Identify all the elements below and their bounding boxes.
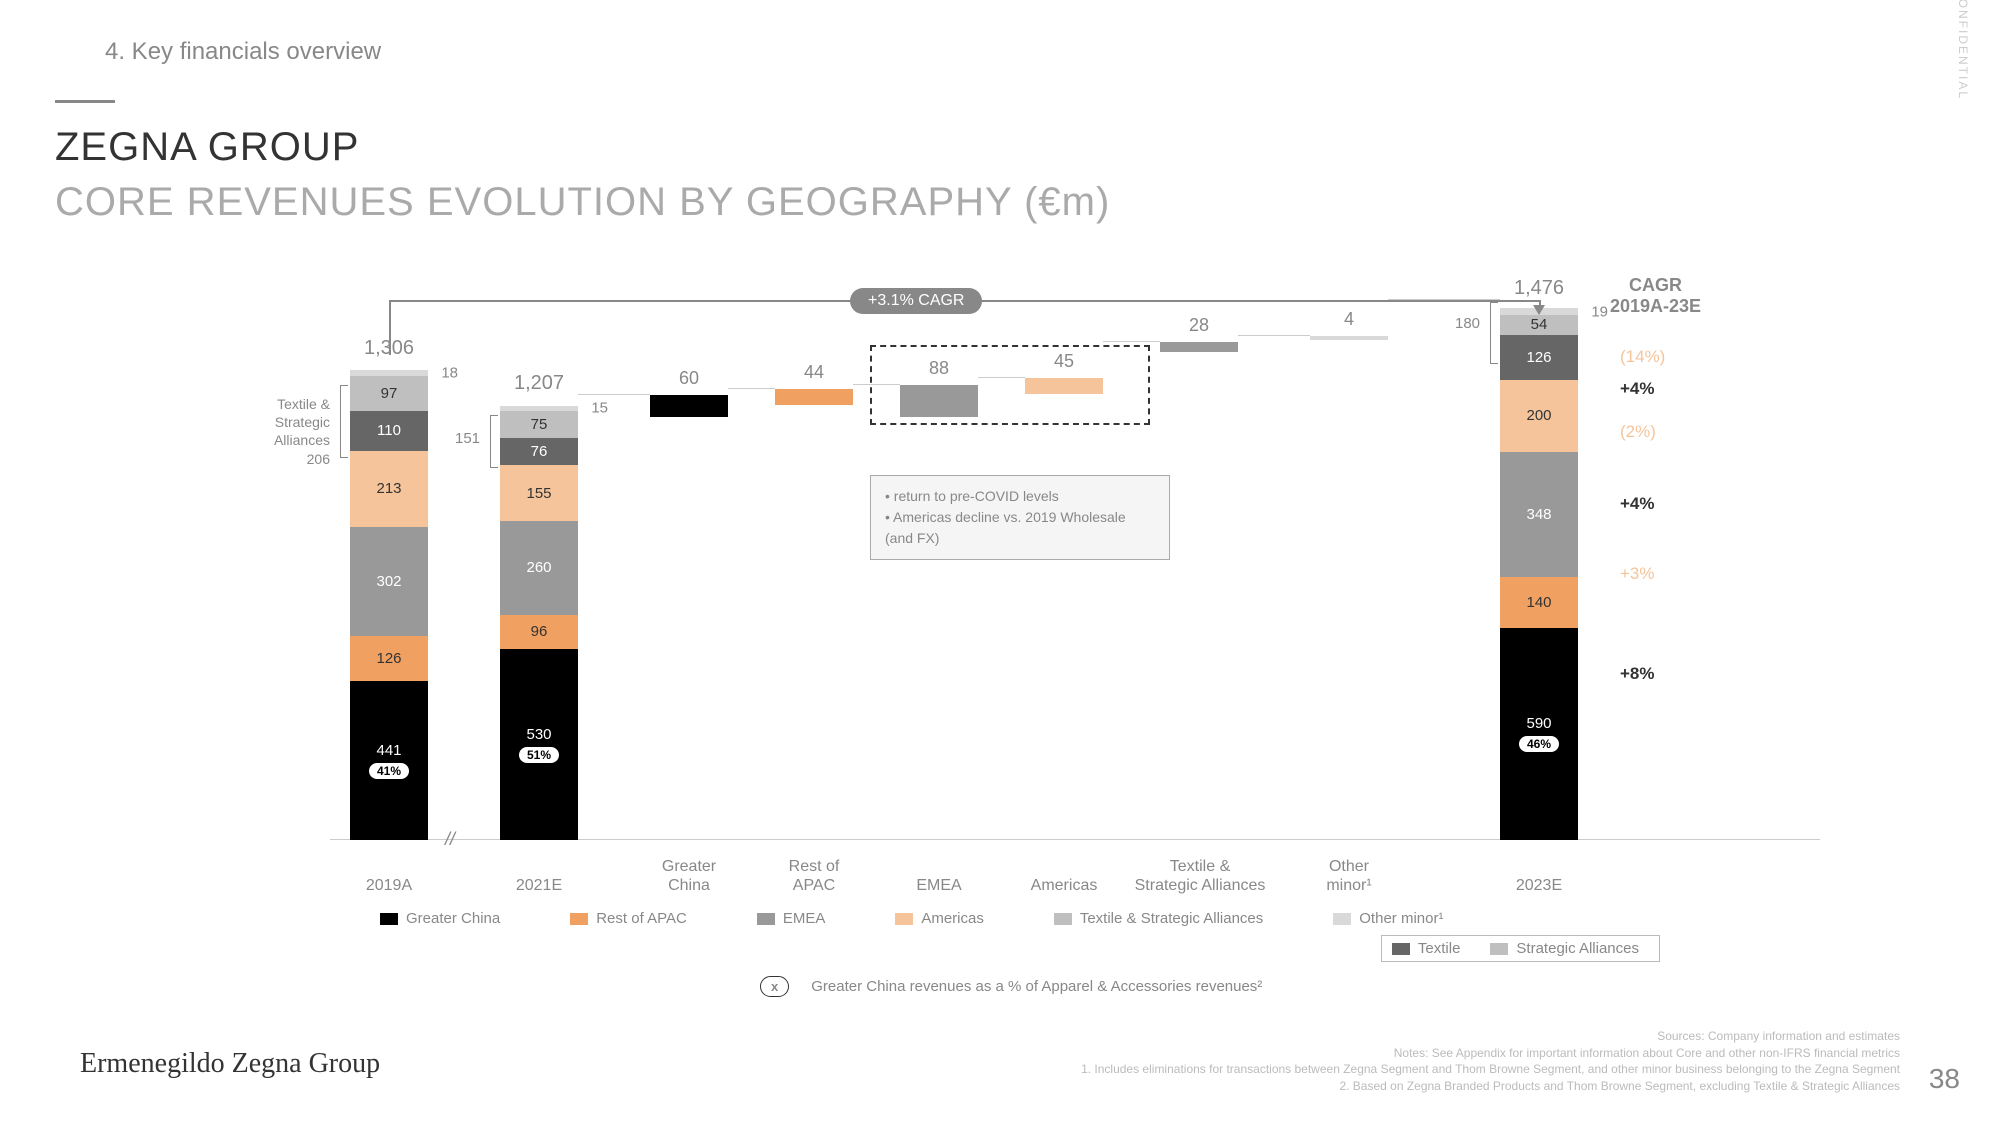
segment-americas: 155: [500, 465, 578, 521]
segment-strategic_alliances: 75: [500, 411, 578, 438]
title-main: ZEGNA GROUP: [55, 125, 359, 170]
bridge-value: 44: [775, 362, 853, 383]
chart-area: 44141%12630221311097181,3062019A53051%96…: [230, 260, 1930, 840]
legend-item: Greater China: [380, 910, 500, 927]
cagr-value: (14%): [1620, 348, 1665, 365]
bridge-value: 60: [650, 368, 728, 389]
bar-total: 1,207: [500, 372, 578, 395]
bridge-value: 28: [1160, 315, 1238, 336]
column-label: Rest of APAC: [775, 857, 853, 895]
cagr-value: +8%: [1620, 665, 1655, 682]
bridge-bar: [650, 395, 728, 417]
cagr-value: +3%: [1620, 565, 1655, 582]
column-label: Textile & Strategic Alliances: [1130, 857, 1270, 895]
bracket-2021: [490, 415, 498, 468]
bracket-2023: [1490, 302, 1498, 364]
footnote-line: 2. Based on Zegna Branded Products and T…: [1081, 1078, 1900, 1095]
callout-box: • return to pre-COVID levels • Americas …: [870, 475, 1170, 560]
column-label: 2021E: [500, 876, 578, 895]
highlight-box: [870, 345, 1150, 425]
pct-badge-example: x: [760, 976, 789, 997]
confidential-label: CONFIDENTIAL: [1956, 0, 1970, 100]
bridge-bar: [1160, 342, 1238, 352]
bar-stack: 44141%1263022131109718: [350, 370, 428, 840]
segment-textile: 76: [500, 438, 578, 465]
segment-greater_china: 44141%: [350, 681, 428, 840]
segment-textile: 110: [350, 411, 428, 451]
logo-text: Ermenegildo Zegna Group: [80, 1048, 380, 1080]
legend-item: Other minor¹: [1333, 910, 1443, 927]
legend-row-2: Textile Strategic Alliances: [380, 935, 1660, 962]
segment-emea: 302: [350, 527, 428, 636]
cagr-pill: +3.1% CAGR: [850, 288, 982, 314]
column-label: EMEA: [900, 876, 978, 895]
segment-textile: 126: [1500, 335, 1578, 380]
column-label: 2023E: [1500, 876, 1578, 895]
legend-item: EMEA: [757, 910, 826, 927]
legend-item: Textile & Strategic Alliances: [1054, 910, 1263, 927]
legend-item: Americas: [895, 910, 984, 927]
legend-item: Strategic Alliances: [1490, 940, 1639, 957]
segment-other_minor: 18: [350, 370, 428, 376]
cagr-header: CAGR 2019A-23E: [1610, 275, 1701, 317]
legend-row-1: Greater China Rest of APAC EMEA Americas Tex…: [380, 910, 1920, 927]
connector: [1103, 341, 1160, 342]
footnote-line: 1. Includes eliminations for transaction…: [1081, 1061, 1900, 1078]
segment-americas: 213: [350, 451, 428, 528]
column-label: 2019A: [350, 876, 428, 895]
segment-greater_china: 53051%: [500, 649, 578, 840]
legend-pct-note-row: x Greater China revenues as a % of Appar…: [760, 976, 1920, 997]
legend: Greater China Rest of APAC EMEA Americas Tex…: [380, 910, 1920, 1005]
axis-break: //: [445, 829, 455, 850]
cagr-value: +4%: [1620, 380, 1655, 397]
bracket-2021-num: 151: [455, 430, 480, 447]
segment-strategic_alliances: 97: [350, 376, 428, 411]
page-number: 38: [1929, 1063, 1960, 1095]
segment-rest_apac: 140: [1500, 577, 1578, 627]
bar-stack: 59046%1403482001265419: [1500, 308, 1578, 840]
arrow-vline-left: [389, 300, 391, 355]
title-sub: CORE REVENUES EVOLUTION BY GEOGRAPHY (€m…: [55, 180, 1110, 225]
segment-rest_apac: 96: [500, 615, 578, 650]
bracket-2019: [340, 385, 348, 458]
segment-other_minor: 15: [500, 406, 578, 411]
bar-total: 1,476: [1500, 277, 1578, 300]
column-label: Americas: [1025, 876, 1103, 895]
legend-item: Textile: [1392, 940, 1461, 957]
segment-greater_china: 59046%: [1500, 628, 1578, 840]
column-label: Other minor¹: [1310, 857, 1388, 895]
callout-line2: • Americas decline vs. 2019 Wholesale (a…: [885, 507, 1155, 549]
bridge-bar: [1310, 336, 1388, 340]
arrow-down-icon: [1533, 305, 1545, 315]
footnote-line: Notes: See Appendix for important inform…: [1081, 1045, 1900, 1062]
segment-americas: 200: [1500, 380, 1578, 452]
connector: [1238, 335, 1310, 336]
divider: [55, 100, 115, 103]
section-header: 4. Key financials overview: [105, 38, 381, 66]
footnotes: Sources: Company information and estimat…: [1081, 1028, 1900, 1095]
bar-stack: 53051%96260155767515: [500, 406, 578, 840]
cagr-value: +4%: [1620, 495, 1655, 512]
connector: [578, 394, 650, 395]
bracket-2019-label: Textile & Strategic Alliances 206: [210, 395, 330, 468]
cagr-value: (2%): [1620, 423, 1656, 440]
bracket-2023-num: 180: [1455, 315, 1480, 332]
pct-note-text: Greater China revenues as a % of Apparel…: [811, 978, 1262, 995]
segment-emea: 260: [500, 521, 578, 615]
legend-item: Rest of APAC: [570, 910, 687, 927]
callout-line1: • return to pre-COVID levels: [885, 486, 1155, 507]
footnote-line: Sources: Company information and estimat…: [1081, 1028, 1900, 1045]
segment-rest_apac: 126: [350, 636, 428, 681]
bridge-bar: [775, 389, 853, 405]
bridge-value: 4: [1310, 309, 1388, 330]
segment-strategic_alliances: 54: [1500, 315, 1578, 334]
connector: [728, 388, 775, 389]
column-label: Greater China: [650, 857, 728, 895]
segment-emea: 348: [1500, 452, 1578, 577]
